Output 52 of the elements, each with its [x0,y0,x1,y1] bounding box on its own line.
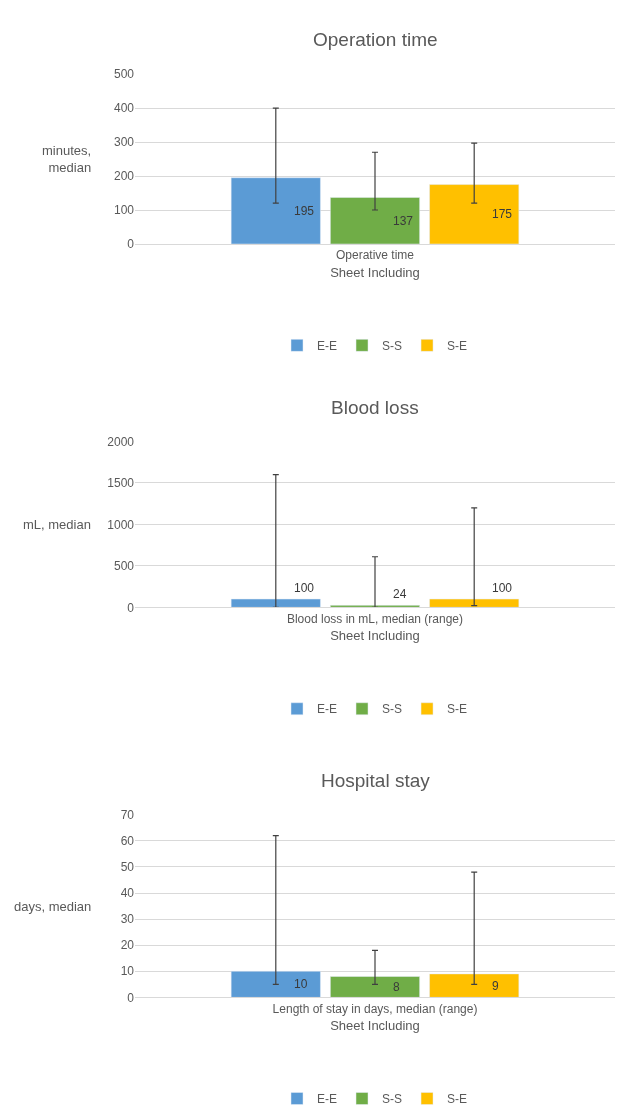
y-tick-label: 0 [127,237,135,252]
data-label: 10 [294,977,308,991]
y-axis-title: days, median [14,899,92,914]
chart-title: Blood loss [331,397,419,418]
data-label: 175 [492,207,513,221]
y-tick-label: 0 [127,600,135,615]
y-tick-label: 100 [113,203,135,218]
data-label: 9 [492,979,499,993]
data-label: 195 [294,204,315,218]
y-axis-title: mL, median [23,517,91,532]
data-label: 100 [492,581,513,595]
y-tick-label: 40 [120,886,135,901]
y-tick-label: 30 [120,912,135,927]
y-tick-label: 1500 [107,476,135,491]
y-tick-label: 500 [113,67,135,82]
legend-label: S-E [447,1092,468,1107]
bar [429,184,520,244]
data-label: 8 [393,980,400,994]
data-label: 24 [393,587,407,601]
legend-label: S-S [382,702,403,717]
y-tick-label: 2000 [107,434,135,449]
data-label: 100 [294,581,315,595]
y-axis-title: minutes, median [42,143,92,175]
y-tick-label: 200 [113,169,135,184]
y-tick-label: 300 [113,135,135,150]
y-tick-label: 500 [113,559,135,574]
y-tick-label: 1000 [107,517,135,532]
bar [230,177,321,244]
y-tick-label: 0 [127,990,135,1005]
x-axis-title: Sheet Including [330,264,420,280]
legend-label: E-E [317,702,338,717]
y-tick-label: 10 [120,964,135,979]
y-tick-label: 70 [120,807,135,822]
legend-label: E-E [317,339,338,354]
chart-title: Operation time [313,29,438,50]
legend-label: S-E [447,339,468,354]
y-tick-label: 50 [120,860,135,875]
legend-label: S-E [447,702,468,717]
bar [330,197,420,244]
chart-title: Hospital stay [321,770,431,791]
x-axis-title: Sheet Including [330,1018,420,1034]
x-tick-label: Blood loss in mL, median (range) [286,611,464,626]
x-tick-label: Operative time [335,248,415,263]
legend-label: S-S [382,1092,403,1107]
legend-label: E-E [317,1092,338,1107]
x-axis-title: Sheet Including [330,628,420,644]
legend-label: S-S [382,339,403,354]
x-tick-label: Length of stay in days, median (range) [272,1001,478,1016]
y-tick-label: 400 [113,101,135,116]
y-tick-label: 60 [120,834,135,849]
y-tick-label: 20 [120,938,135,953]
data-label: 137 [393,214,414,228]
